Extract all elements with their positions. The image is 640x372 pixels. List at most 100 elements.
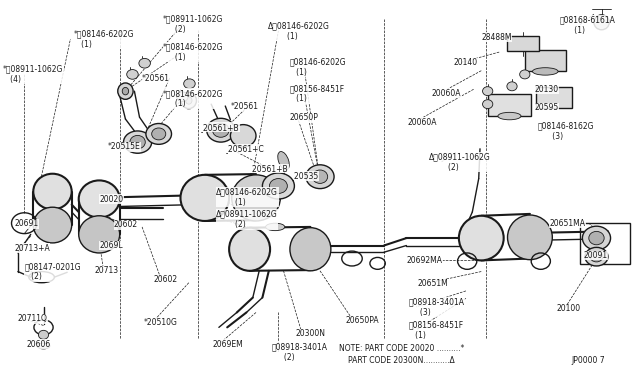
Ellipse shape [269,179,287,193]
Text: 20130: 20130 [534,85,559,94]
Text: 20713+A: 20713+A [14,244,50,253]
Text: 20713: 20713 [95,266,119,275]
Text: 20140: 20140 [453,58,477,67]
Text: 2069L: 2069L [99,241,123,250]
Text: ̠20561+B: ̠20561+B [253,164,289,173]
Ellipse shape [532,68,558,75]
Text: 20060A: 20060A [432,89,461,97]
Text: Ⓑ08156-8451F
   (1): Ⓑ08156-8451F (1) [408,320,463,340]
Ellipse shape [266,223,285,231]
Ellipse shape [507,82,517,91]
Text: *20515E: *20515E [108,142,140,151]
Text: 20595: 20595 [534,103,559,112]
Text: 20091: 20091 [584,251,608,260]
Text: 20606: 20606 [27,340,51,349]
Ellipse shape [483,87,493,96]
Text: Ⓑ08168-6161A
      (1): Ⓑ08168-6161A (1) [560,16,616,35]
Text: 20650PA: 20650PA [346,316,380,325]
Ellipse shape [483,100,493,109]
Ellipse shape [290,228,331,271]
Text: 20060A: 20060A [407,118,436,126]
Ellipse shape [38,330,49,339]
Bar [525,50,566,71]
Ellipse shape [127,70,138,79]
Ellipse shape [229,228,270,271]
Text: 20602: 20602 [154,275,178,284]
Ellipse shape [306,165,334,189]
Ellipse shape [590,251,603,262]
Ellipse shape [130,135,145,149]
Text: Ⓑ08147-0201G
   (2): Ⓑ08147-0201G (2) [24,262,81,281]
Text: 20100: 20100 [557,304,581,313]
Ellipse shape [262,173,294,199]
Text: *20510G: *20510G [144,318,178,327]
Ellipse shape [79,216,120,253]
Text: NOTE: PART CODE 20020 ..........*: NOTE: PART CODE 20020 ..........* [339,344,465,353]
Bar [507,36,539,51]
Text: 20651MA: 20651MA [549,219,585,228]
Text: Ⓑ08146-8162G
      (3): Ⓑ08146-8162G (3) [538,121,594,141]
Text: ̠20561+C: ̠20561+C [229,144,265,153]
Text: *Ⓑ08146-6202G
     (1): *Ⓑ08146-6202G (1) [163,42,224,62]
Text: 20602: 20602 [114,220,138,229]
Ellipse shape [122,87,129,95]
Text: 20691: 20691 [14,219,38,228]
Text: 20300N: 20300N [296,329,326,338]
Ellipse shape [124,131,152,153]
Ellipse shape [230,125,256,147]
Text: ̠20535: ̠20535 [294,171,319,180]
Text: Ⓝ08918-3401A
     (3): Ⓝ08918-3401A (3) [408,297,465,317]
Ellipse shape [33,174,72,209]
Ellipse shape [520,70,530,79]
Ellipse shape [139,58,150,68]
Ellipse shape [37,343,50,349]
Ellipse shape [146,124,172,144]
Text: 20020: 20020 [99,195,124,203]
Ellipse shape [186,97,192,104]
Ellipse shape [180,175,229,221]
Text: *Ⓑ08146-6202G
   (1): *Ⓑ08146-6202G (1) [74,29,134,49]
Text: *Ⓑ08146-6202G
     (1): *Ⓑ08146-6202G (1) [163,89,224,108]
Ellipse shape [498,112,521,120]
Ellipse shape [181,92,196,109]
Bar [580,223,630,264]
Text: Ⓝ08918-3401A
     (2): Ⓝ08918-3401A (2) [272,343,328,362]
Text: 20651M: 20651M [417,279,448,288]
Bar [536,87,572,108]
Text: 20692MA: 20692MA [406,256,442,265]
Text: Ⓑ08146-6202G
   (1): Ⓑ08146-6202G (1) [289,57,346,77]
Ellipse shape [594,15,609,30]
Ellipse shape [232,175,280,221]
Text: *Ⓝ08911-1062G
   (4): *Ⓝ08911-1062G (4) [3,65,63,84]
Text: 20650P: 20650P [289,113,318,122]
Text: ΔⒷ08146-6202G
        (1): ΔⒷ08146-6202G (1) [268,21,330,41]
Text: ̠20561+B: ̠20561+B [204,123,239,132]
Text: PART CODE 20300N...........Δ: PART CODE 20300N...........Δ [348,356,454,365]
Text: ΔⓃ08911-1062G
        (2): ΔⓃ08911-1062G (2) [216,210,278,229]
Ellipse shape [184,79,195,89]
Ellipse shape [207,118,235,142]
Ellipse shape [177,92,188,102]
Ellipse shape [459,216,504,260]
Ellipse shape [118,83,133,99]
Text: ΔⓃ08911-1062G
        (2): ΔⓃ08911-1062G (2) [429,152,490,171]
Text: *20561: *20561 [142,74,170,83]
Ellipse shape [33,207,72,243]
Text: 28488M: 28488M [481,33,512,42]
Text: *Ⓝ08911-1062G
     (2): *Ⓝ08911-1062G (2) [163,15,223,34]
Ellipse shape [278,151,289,170]
Ellipse shape [582,226,611,250]
Ellipse shape [508,215,552,260]
Ellipse shape [212,123,229,137]
Text: 2069EM: 2069EM [212,340,243,349]
Text: ΔⒷ08146-6202G
        (1): ΔⒷ08146-6202G (1) [216,187,278,207]
Text: JP0000 7: JP0000 7 [571,356,605,365]
Ellipse shape [152,128,166,140]
Bar [488,94,531,116]
Ellipse shape [312,170,328,183]
Ellipse shape [589,231,604,245]
Ellipse shape [79,180,120,218]
Text: 20711Q: 20711Q [18,314,48,323]
Text: Ⓑ08156-8451F
   (1): Ⓑ08156-8451F (1) [289,84,344,103]
Text: *20561: *20561 [230,102,259,110]
